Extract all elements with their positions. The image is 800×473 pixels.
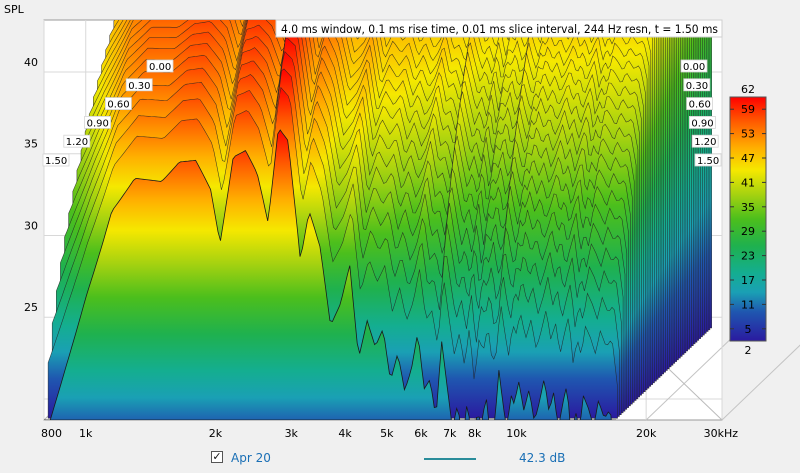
y-tick-label: 40	[24, 56, 38, 69]
color-scale-bar	[729, 96, 767, 342]
svg-text:1.50: 1.50	[45, 156, 67, 167]
slice-time-label-left: 0.90	[84, 116, 111, 129]
x-tick-label: 1k	[79, 427, 93, 440]
color-scale-tick-label: 35	[741, 201, 755, 214]
gridline-depth	[645, 327, 743, 421]
slice-time-label-left: 1.50	[42, 153, 70, 167]
x-tick-label: 4k	[338, 427, 352, 440]
svg-text:0.30: 0.30	[128, 81, 150, 92]
slice-time-label-right: 0.90	[689, 116, 716, 129]
x-tick-label: 10k	[506, 427, 527, 440]
x-tick-label: 3k	[285, 427, 299, 440]
y-tick-label: 30	[24, 219, 38, 232]
svg-text:1.20: 1.20	[66, 137, 88, 148]
slice-time-label-left: 0.30	[125, 78, 153, 92]
x-tick-label: 20k	[636, 427, 657, 440]
chart-title: 4.0 ms window, 0.1 ms rise time, 0.01 ms…	[281, 22, 718, 36]
svg-text:0.90: 0.90	[691, 118, 713, 129]
gridline-depth	[721, 344, 800, 421]
x-tick-label: 6k	[414, 427, 428, 440]
slice-time-label-right: 0.60	[686, 97, 713, 111]
waterfall-slices	[44, 20, 712, 420]
svg-text:0.90: 0.90	[87, 118, 109, 129]
axes: 2530354045505560658001k2k3k4k5k6k7k8k10k…	[24, 56, 739, 440]
y-axis-label: SPL	[4, 3, 25, 16]
svg-text:1.20: 1.20	[694, 137, 716, 148]
svg-text:1.50: 1.50	[697, 156, 719, 167]
color-scale-tick-label: 5	[745, 323, 752, 336]
legend: ✓ Apr 20 42.3 dB	[0, 448, 800, 470]
slice-time-label-right: 0.00	[680, 59, 708, 73]
x-tick-label: 8k	[468, 427, 482, 440]
series-name: Apr 20	[231, 451, 271, 465]
chart-title-box: 4.0 ms window, 0.1 ms rise time, 0.01 ms…	[275, 19, 723, 38]
color-scale-tick-label: 47	[741, 152, 755, 165]
slice-time-label-left: 1.20	[63, 134, 91, 148]
color-scale-tick-label: 29	[741, 225, 755, 238]
slice-time-label-left: 0.60	[105, 97, 132, 111]
color-scale-tick-label: 41	[741, 176, 755, 189]
series-checkbox[interactable]: ✓	[211, 450, 223, 463]
svg-text:0.60: 0.60	[689, 100, 711, 111]
color-scale-tick-label: 53	[741, 128, 755, 141]
svg-text:0.30: 0.30	[686, 81, 708, 92]
x-tick-label: 7k	[443, 427, 457, 440]
color-scale-tick-label: 11	[741, 298, 755, 311]
color-scale: 62 2 59 53 47 41 35 29 23 17 11 5	[729, 83, 767, 357]
series-swatch	[424, 458, 476, 460]
series-value: 42.3 dB	[519, 451, 566, 465]
slice-time-label-left: 0.00	[146, 59, 174, 73]
waterfall-slice	[44, 129, 617, 420]
color-scale-tick-label: 17	[741, 274, 755, 287]
color-scale-tick-label: 23	[741, 250, 755, 263]
y-tick-label: 25	[24, 301, 38, 314]
x-tick-label: 800	[41, 427, 62, 440]
color-scale-top-label: 62	[741, 83, 755, 96]
slice-time-label-right: 1.20	[691, 134, 719, 148]
x-tick-label: 2k	[209, 427, 223, 440]
svg-text:0.00: 0.00	[683, 62, 705, 73]
x-tick-label: 5k	[380, 427, 394, 440]
x-tick-label: 30kHz	[704, 427, 739, 440]
color-scale-bottom-label: 2	[745, 344, 752, 357]
svg-text:0.60: 0.60	[107, 100, 129, 111]
svg-text:0.00: 0.00	[149, 62, 171, 73]
slice-time-label-right: 0.30	[683, 78, 711, 92]
slice-time-label-right: 1.50	[694, 153, 722, 167]
color-scale-tick-label: 59	[741, 103, 755, 116]
y-tick-label: 35	[24, 138, 38, 151]
